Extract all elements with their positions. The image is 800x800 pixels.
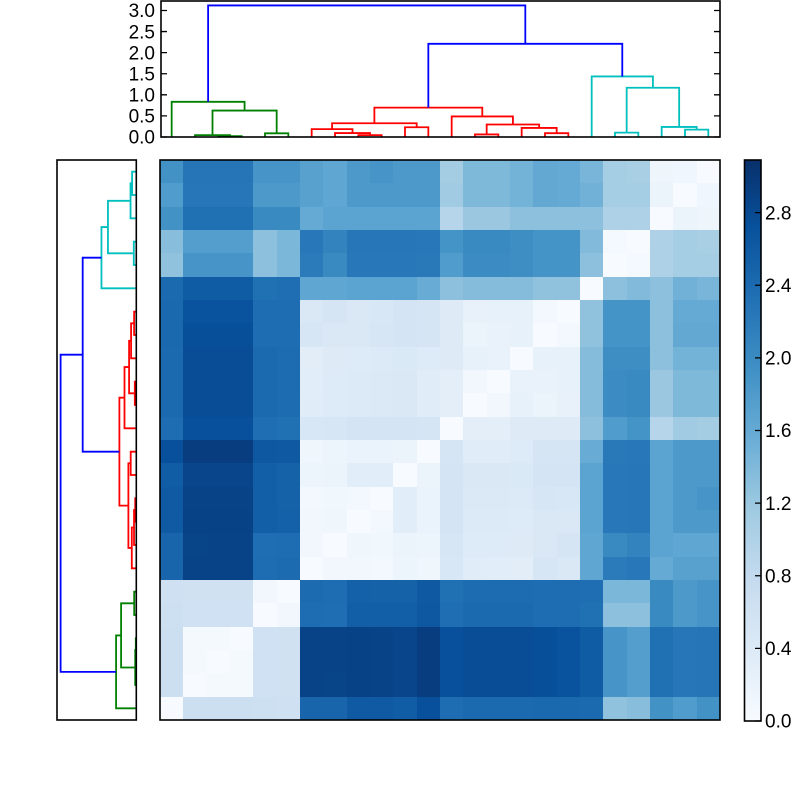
svg-text:2.0: 2.0: [765, 349, 791, 370]
svg-text:2.5: 2.5: [129, 22, 155, 43]
svg-text:0.5: 0.5: [129, 107, 155, 128]
svg-text:0.4: 0.4: [765, 639, 792, 660]
svg-text:2.8: 2.8: [765, 203, 791, 224]
svg-text:1.6: 1.6: [765, 421, 791, 442]
svg-text:2.4: 2.4: [765, 276, 792, 297]
svg-text:2.0: 2.0: [129, 43, 155, 64]
svg-text:1.2: 1.2: [765, 494, 791, 515]
svg-text:1.5: 1.5: [129, 64, 155, 85]
svg-text:0.8: 0.8: [765, 566, 791, 587]
svg-text:3.0: 3.0: [129, 1, 155, 22]
svg-text:0.0: 0.0: [129, 128, 155, 149]
svg-text:0.0: 0.0: [765, 712, 791, 733]
svg-text:1.0: 1.0: [129, 86, 155, 107]
